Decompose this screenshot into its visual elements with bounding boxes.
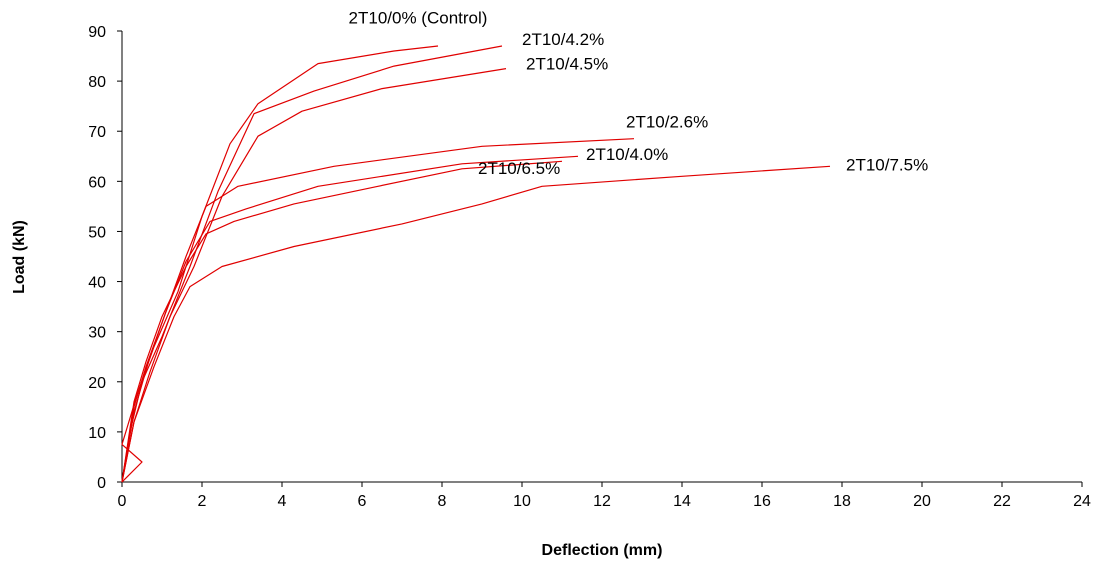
y-axis-title: Load (kN) [11,220,28,294]
x-tick-label: 22 [993,493,1011,510]
series-label-4: 2T10/2.6% [626,113,708,132]
y-tick-label: 80 [88,74,106,91]
x-tick-label: 4 [278,493,287,510]
y-tick-label: 40 [88,275,106,292]
series-label-6: 2T10/6.5% [478,159,560,178]
series-label-5: 2T10/4.0% [586,145,668,164]
series-label-1: 2T10/0% (Control) [349,8,488,27]
y-tick-label: 30 [88,325,106,342]
series-label-2: 2T10/4.2% [522,30,604,49]
y-tick-label: 60 [88,174,106,191]
x-tick-label: 10 [513,493,531,510]
x-tick-label: 16 [753,493,771,510]
series-line-2 [121,45,503,483]
series-line-3 [121,68,507,483]
series-line-6 [121,160,563,483]
y-tick-label: 20 [88,375,106,392]
x-tick-label: 20 [913,493,931,510]
x-axis-title: Deflection (mm) [542,542,663,559]
x-tick-label: 14 [673,493,691,510]
series-line-1 [121,45,439,483]
x-tick-label: 0 [118,493,127,510]
series-label-3: 2T10/4.5% [526,55,608,74]
series-line-5 [121,155,579,483]
y-tick-label: 10 [88,425,106,442]
series-lines [121,45,831,483]
y-tick-label: 0 [97,475,106,492]
x-tick-label: 2 [198,493,207,510]
x-tick-label: 18 [833,493,851,510]
y-tick-label: 50 [88,224,106,241]
x-tick-label: 8 [438,493,447,510]
x-tick-label: 12 [593,493,611,510]
x-tick-label: 24 [1073,493,1091,510]
series-line-7 [121,165,831,483]
series-label-7: 2T10/7.5% [846,155,928,174]
y-tick-label: 70 [88,124,106,141]
x-tick-label: 6 [358,493,367,510]
y-tick-label: 90 [88,24,106,41]
series-labels: 2T10/0% (Control) 2T10/4.2% 2T10/4.5% 2T10/… [349,8,929,177]
series-line-4 [121,138,635,483]
